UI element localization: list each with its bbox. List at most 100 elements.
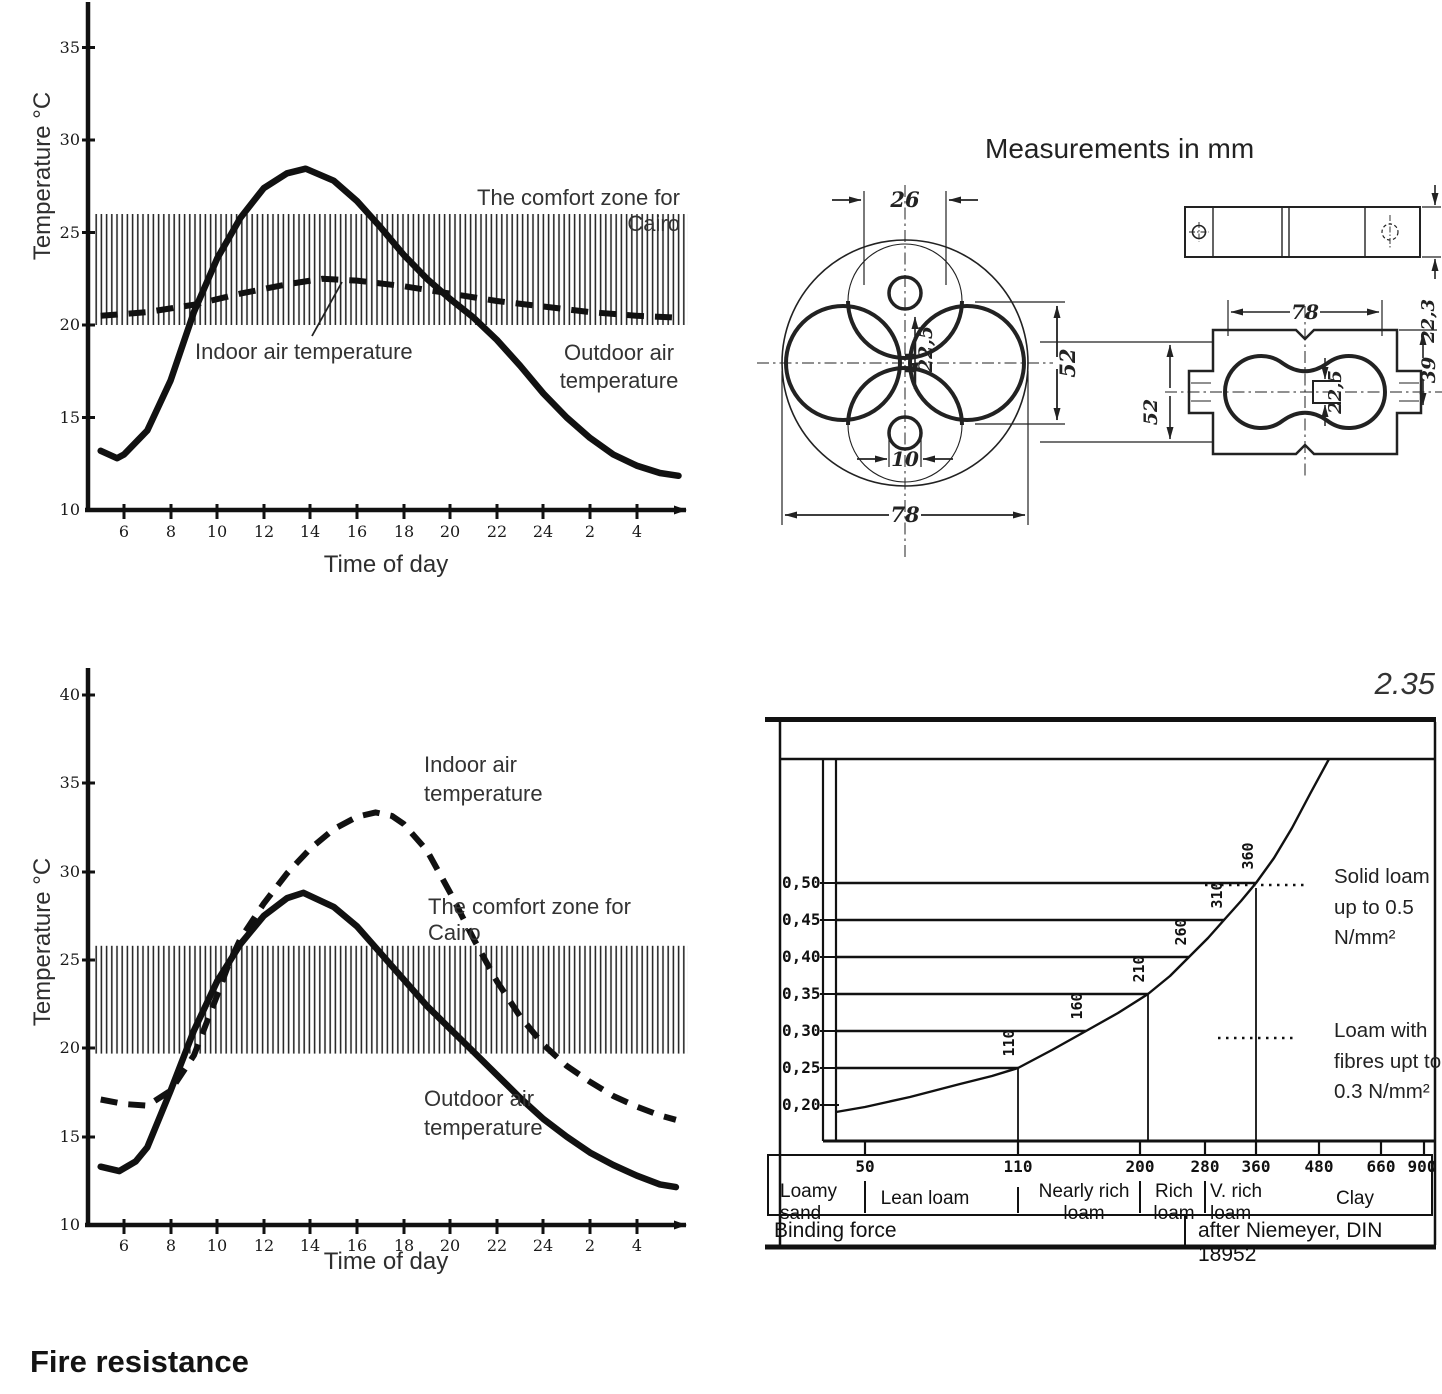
outdoor-label-line1: Outdoor air: [563, 340, 675, 365]
y-tick-marks: [82, 46, 95, 419]
y-tick: 0,45: [782, 910, 821, 929]
x-tick: 110: [1003, 1157, 1033, 1176]
x-tick-marks: [863, 1141, 1426, 1154]
mould-outline: [1187, 328, 1423, 456]
legend-line: Solid loam: [1334, 865, 1430, 888]
dim-52-label: 52: [1140, 399, 1162, 425]
fig235-canvas: [765, 717, 1437, 1250]
x-tick: 18: [393, 522, 415, 541]
y-tick: 30: [59, 862, 80, 881]
x-tick: 18: [393, 1236, 415, 1255]
outdoor-curve-label: Outdoor air temperature: [556, 339, 682, 395]
technical-drawing: Measurements in mm: [720, 95, 1442, 595]
category-very-rich-loam: V. rich loam: [1210, 1181, 1274, 1225]
x-tick: 480: [1304, 1157, 1334, 1176]
chart-temperature-top: Temperature °C 35 30 25 20 15 10 6 8 10 …: [0, 0, 720, 615]
lobe-circle-left: [784, 304, 902, 422]
x-tick: 4: [631, 1236, 643, 1255]
x-tick: 14: [299, 522, 321, 541]
legend-line: Loam with: [1334, 1019, 1428, 1042]
outer-circle: [781, 239, 1029, 487]
chart-temperature-bottom: Temperature °C 40 35 30 25 20 15 10 6 8 …: [0, 640, 720, 1305]
curve-point-label: 260: [1172, 918, 1190, 946]
legend-solid-loam: Solid loam up to 0.5 N/mm²: [1334, 862, 1442, 954]
dim-78-label: 78: [890, 502, 920, 527]
category-lean-loam: Lean loam: [880, 1188, 970, 1209]
small-circle-bottom: [887, 415, 923, 451]
x-tick: 8: [165, 1236, 177, 1255]
figure-binding-force: 2.35: [760, 660, 1442, 1266]
y-tick: 25: [59, 223, 80, 242]
y-tick-marks: [82, 693, 95, 1139]
y-tick: 0,30: [782, 1021, 821, 1040]
x-tick: 660: [1366, 1157, 1396, 1176]
caption-binding-force: Binding force: [774, 1219, 897, 1242]
level-lines: [836, 881, 1256, 1070]
x-tick: 8: [165, 522, 177, 541]
indoor-label-line2: temperature: [424, 781, 543, 806]
x-axis-title: Time of day: [323, 1248, 449, 1275]
y-tick: 15: [59, 408, 80, 427]
x-tick: 10: [206, 522, 228, 541]
dim-52-label: 52: [1055, 348, 1080, 377]
x-tick: 2: [584, 522, 596, 541]
comfort-zone-label: The comfort zone for Cairo: [477, 185, 680, 236]
drawing-title: Measurements in mm: [985, 133, 1255, 164]
y-tick: 0,50: [782, 873, 821, 892]
curve-point-label: 310: [1208, 881, 1226, 909]
category-dividers: [864, 1181, 1206, 1213]
y-tick: 30: [59, 130, 80, 149]
lobe-circle-right: [908, 304, 1026, 422]
x-tick: 10: [206, 1236, 228, 1255]
x-tick: 360: [1241, 1157, 1271, 1176]
y-tick: 0,40: [782, 947, 821, 966]
x-tick: 20: [439, 522, 461, 541]
y-tick: 35: [59, 38, 80, 57]
legend-line: fibres upt to: [1334, 1049, 1442, 1073]
category-loamy-sand: Loamy sand: [780, 1181, 854, 1225]
outdoor-label-line1: Outdoor air: [424, 1086, 535, 1111]
small-circle-top: [887, 275, 923, 311]
x-tick: 22: [486, 522, 508, 541]
dogbone-cavity: [1223, 354, 1387, 430]
cup-arc-top: [846, 300, 964, 360]
dim-39-label: 39: [1418, 357, 1440, 383]
bar-outline: [1184, 206, 1421, 258]
binding-force-curve: [835, 758, 1331, 1114]
y-tick: 35: [59, 773, 80, 792]
y-tick: 20: [59, 1038, 80, 1057]
curve-point-label: 210: [1130, 955, 1148, 983]
dim-22-5-label: 22,5: [915, 326, 937, 373]
caption-source: after Niemeyer, DIN 18952: [1198, 1219, 1383, 1266]
x-tick: 280: [1190, 1157, 1220, 1176]
y-tick: 20: [59, 315, 80, 334]
category-line: Nearly rich: [1038, 1181, 1130, 1202]
dim-26-label: 26: [889, 187, 920, 212]
x-tick: 12: [253, 522, 275, 541]
chart2-canvas: [82, 668, 688, 1234]
curve-point-label: 360: [1239, 842, 1257, 870]
indoor-label-leader-line: [311, 281, 343, 337]
x-tick: 50: [855, 1157, 875, 1176]
category-line: sand: [780, 1203, 822, 1224]
category-line: loam: [1153, 1203, 1195, 1224]
indoor-temperature-curve: [100, 809, 677, 1123]
x-tick: 900: [1407, 1157, 1437, 1176]
x-tick: 24: [532, 522, 554, 541]
dim-78-label: 78: [1291, 300, 1319, 324]
y-tick: 0,35: [782, 984, 821, 1003]
front-view: 26 52 22,5 10: [757, 185, 1080, 559]
cup-arc-bottom: [846, 366, 964, 426]
section-heading: Fire resistance: [30, 1344, 249, 1379]
category-line: loam: [1210, 1203, 1252, 1224]
chart1-canvas: [82, 2, 688, 519]
category-line: loam: [1063, 1203, 1105, 1224]
y-tick: 0,20: [782, 1095, 821, 1114]
x-tick: 14: [299, 1236, 321, 1255]
category-nearly-rich-loam: Nearly rich loam: [1032, 1181, 1136, 1225]
indoor-temperature-curve: [100, 275, 679, 321]
legend-line: 0.3 N/mm²: [1334, 1080, 1430, 1103]
y-tick: 25: [59, 950, 80, 969]
x-tick: 2: [584, 1236, 596, 1255]
